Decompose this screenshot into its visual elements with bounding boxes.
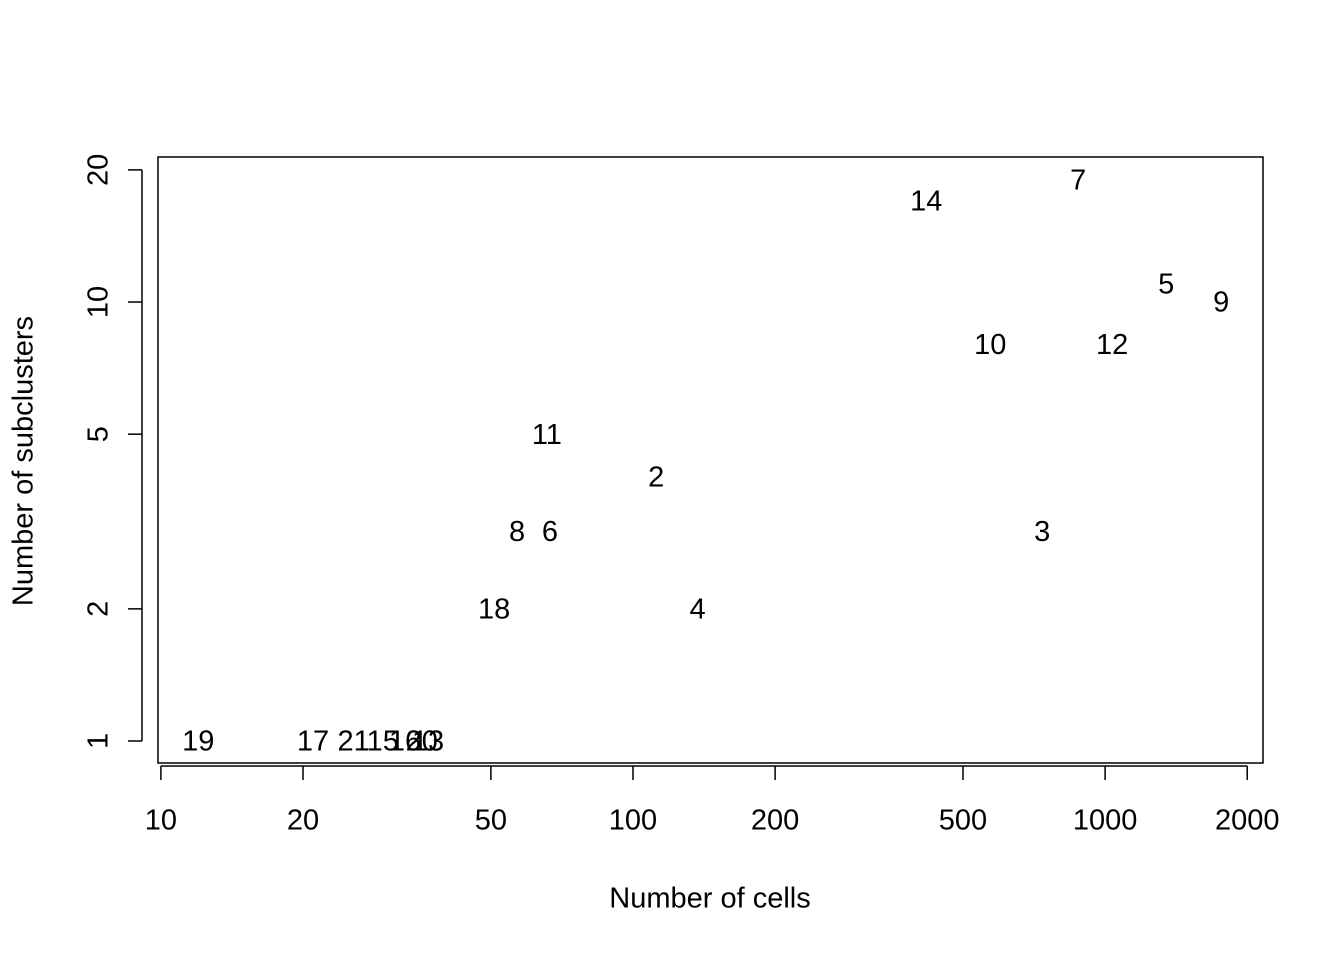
y-tick-label: 2: [83, 601, 115, 617]
point-label: 16: [389, 726, 421, 758]
x-tick-label: 200: [751, 805, 799, 837]
point-label: 18: [478, 594, 510, 626]
point-label: 17: [297, 726, 329, 758]
point-label: 21: [337, 726, 369, 758]
point-label: 7: [1070, 164, 1086, 196]
x-tick-label: 500: [939, 805, 987, 837]
point-label: 19: [182, 726, 214, 758]
point-label: 8: [509, 516, 525, 548]
y-tick-label: 5: [83, 426, 115, 442]
y-axis-title: Number of subclusters: [8, 316, 40, 606]
y-tick-label: 1: [83, 733, 115, 749]
x-tick-label: 20: [287, 805, 319, 837]
plot-box: [157, 156, 1264, 764]
x-tick-label: 10: [145, 805, 177, 837]
point-label: 6: [542, 516, 558, 548]
x-tick-label: 100: [609, 805, 657, 837]
point-label: 15: [367, 726, 399, 758]
point-label: 12: [1096, 329, 1128, 361]
x-tick-label: 2000: [1215, 805, 1280, 837]
point-label: 14: [910, 186, 942, 218]
point-label: 10: [974, 329, 1006, 361]
point-label: 4: [689, 594, 705, 626]
point-label: 11: [532, 419, 562, 451]
y-tick-label: 10: [83, 286, 115, 318]
point-label: 9: [1213, 287, 1229, 319]
point-label: 20: [406, 726, 438, 758]
point-label: 13: [412, 726, 444, 758]
x-axis-title: Number of cells: [609, 883, 810, 915]
x-tick-label: 50: [475, 805, 507, 837]
y-tick-label: 20: [83, 154, 115, 186]
point-label: 3: [1034, 516, 1050, 548]
x-tick-label: 1000: [1073, 805, 1138, 837]
point-label: 5: [1158, 269, 1174, 301]
point-label: 2: [648, 461, 664, 493]
